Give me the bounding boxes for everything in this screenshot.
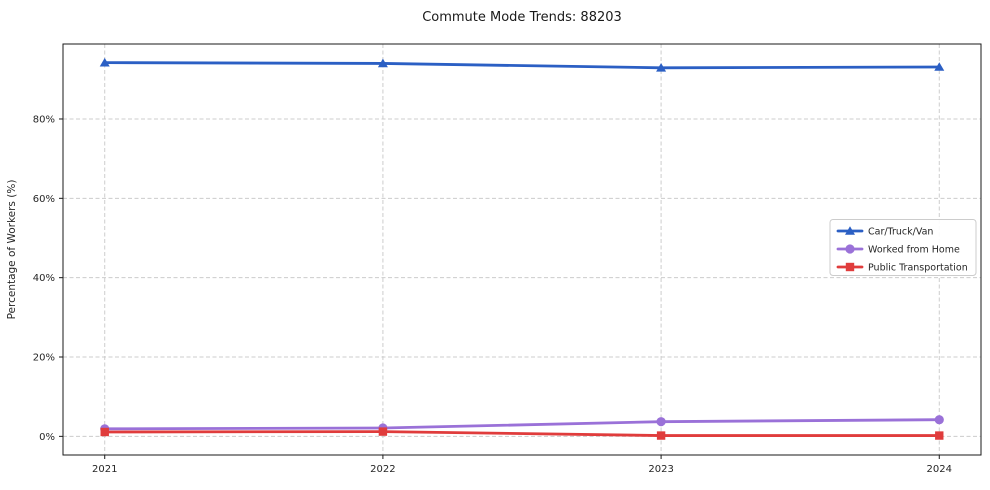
x-tick-label: 2024: [927, 464, 952, 475]
chart-title: Commute Mode Trends: 88203: [422, 10, 622, 25]
marker-public-transportation: [656, 431, 666, 440]
series-line-worked-from-home: [104, 418, 940, 431]
legend-item-car-truck-van: Car/Truck/Van: [836, 226, 933, 238]
y-tick-label: 0%: [39, 432, 55, 443]
marker-worked-from-home: [934, 415, 944, 425]
legend-item-worked-from-home: Worked from Home: [836, 244, 960, 256]
marker-worked-from-home: [656, 417, 666, 427]
series-line-car-truck-van: [104, 61, 940, 70]
marker-car-truck-van: [934, 62, 945, 71]
x-tick-label: 2021: [92, 464, 117, 475]
x-tick-label: 2023: [648, 464, 673, 475]
marker-public-transportation: [100, 427, 109, 437]
legend-label: Worked from Home: [868, 245, 960, 256]
marker-public-transportation: [935, 431, 944, 440]
legend-marker-worked-from-home: [845, 244, 855, 254]
y-axis-label: Percentage of Workers (%): [6, 180, 18, 320]
legend-box: [829, 219, 977, 276]
marker-car-truck-van: [99, 57, 110, 67]
marker-public-transportation: [378, 427, 388, 436]
legend-marker-public-transportation: [845, 262, 855, 272]
plot-border: [62, 43, 982, 456]
legend-marker-car-truck-van: [845, 226, 855, 235]
legend-label: Car/Truck/Van: [868, 227, 933, 238]
y-tick-label: 20%: [33, 353, 55, 364]
marker-car-truck-van: [656, 63, 667, 72]
marker-car-truck-van: [377, 58, 388, 68]
series-line-public-transportation: [104, 430, 940, 437]
legend: Car/Truck/Van Worked from Home Public Tran…: [829, 219, 977, 276]
legend-label: Public Transportation: [868, 263, 968, 274]
x-tick-label: 2022: [370, 464, 395, 475]
y-tick-label: 80%: [33, 114, 55, 125]
y-tick-label: 40%: [33, 273, 55, 284]
legend-item-public-transportation: Public Transportation: [836, 262, 968, 274]
y-tick-label: 60%: [33, 194, 55, 205]
